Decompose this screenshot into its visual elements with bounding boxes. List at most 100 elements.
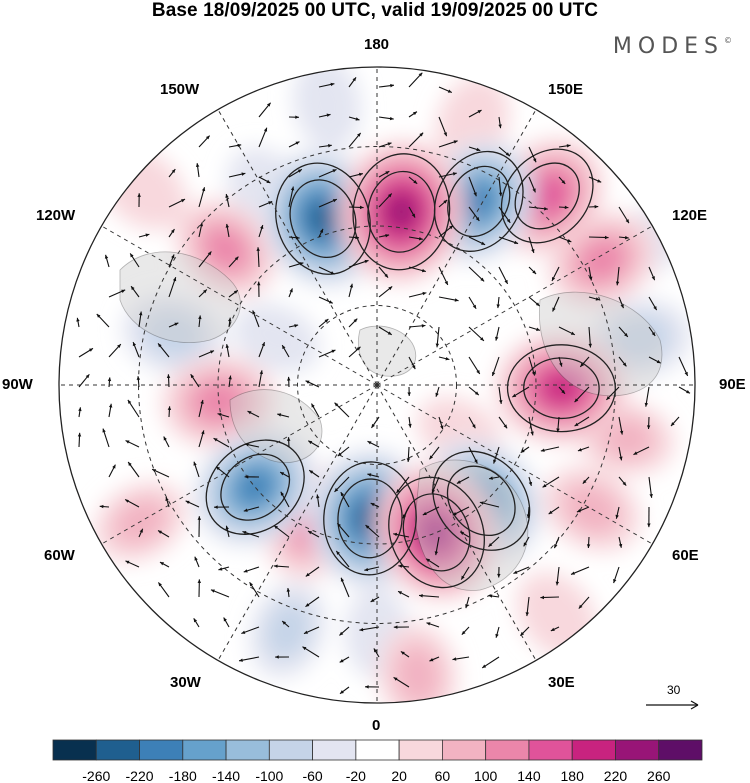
land-shape [229,389,323,463]
wind-vector-head [548,510,553,515]
wind-vector-head [588,343,592,348]
brand-mark: © [724,36,732,45]
colorbar-tick-label: -220 [126,768,154,783]
wind-vector-head [290,186,295,191]
wind-vector-head [243,508,248,512]
wind-vector-head [282,621,287,625]
wind-vector-head [355,235,359,240]
wind-vector-head [85,374,90,379]
land-shape [119,251,241,343]
colorbar-tick-label: -180 [169,768,197,783]
lon-label-60e: 60E [672,547,699,564]
wind-vector-head [207,251,212,256]
wind-vector-head [570,331,575,335]
wind-vector-head [461,630,466,635]
wind-vector-head [389,116,394,121]
wind-vector-head [419,132,424,137]
wind-vector-head [137,193,141,197]
wind-vector-head [622,481,627,486]
wind-vector-head [532,158,537,163]
latitude-circle [297,305,457,465]
wind-vector-head [332,199,337,203]
wind-vector-head [257,281,261,286]
wind-vector-head [108,403,113,408]
colorbar-bin [225,739,270,761]
wind-vector-head [384,273,389,278]
contour-line [402,493,471,572]
wind-vector-head [223,617,227,622]
wind-vector-head [228,375,232,380]
wind-vector-head [472,304,477,309]
wind-vector-head [326,113,331,117]
wind-vector-head [294,324,299,328]
wind-vector-head [364,567,369,572]
wind-vector-head [289,288,293,293]
wind-vector-head [295,235,300,240]
wind-vector-head [595,297,600,301]
lon-label-120e: 120E [672,207,708,224]
wind-vector-head [365,685,369,689]
wind-vector-head [656,359,661,364]
wind-vector-head [574,398,579,403]
wind-vector-head [559,362,563,367]
wind-vector-head [225,525,229,530]
wind-vector-head [99,504,104,509]
wind-vector-head [544,206,548,211]
colorbar-tick-label: 20 [391,768,407,783]
wind-vector-head [216,466,220,471]
wind-vector-head [520,449,525,453]
wind-vector-head [185,500,190,504]
wind-vector-head [194,556,198,561]
meridian [101,225,378,386]
colorbar-bin [528,739,573,761]
wind-vector-head [190,374,195,379]
wind-vector-head [422,291,427,296]
wind-vector-head [158,530,162,534]
wind-vector-head [309,470,314,474]
wind-vector-head [400,651,405,655]
wind-vector-head [564,205,569,210]
wind-vector-head [193,461,197,466]
wind-vector-head [475,217,480,221]
wind-vector-head [138,311,143,316]
wind-vector-head [339,690,344,694]
colorbar-tick-label: 260 [647,768,671,783]
wind-vector-head [274,525,279,530]
wind-vector-head [474,391,479,396]
wind-vector-head [249,582,254,587]
meridian [217,109,378,386]
wind-vector-head [203,289,207,294]
latitude-circle [217,225,537,545]
wind-vector-head [331,349,336,353]
wind-vector-head [512,393,517,398]
wind-vector-head [210,350,215,354]
wind-vector-head [618,543,623,548]
meridian [376,225,653,386]
wind-vector-head [225,344,230,349]
wind-vector-head [393,677,398,681]
wind-vector-head [644,402,649,407]
wind-vector-head [139,528,143,533]
wind-vector-head [247,411,252,415]
wind-vector-head [422,511,427,516]
colorbar-bin [441,739,487,761]
wind-vector-head [268,201,273,205]
anomaly-cell [238,471,272,504]
lon-label-90w: 90W [2,376,33,393]
brand-name: MODES [612,34,724,59]
wind-vector-head [472,424,476,429]
lon-label-0: 0 [372,717,381,734]
wind-vector-head [364,259,369,264]
wind-vector-head [127,399,132,404]
wind-vector-head [580,362,584,367]
wind-vector-head [619,430,624,435]
wind-vector-head [158,343,162,348]
wind-vector-head [340,577,345,582]
wind-vector-head [328,144,332,148]
wind-vector-head [576,509,581,513]
wind-vector-head [217,412,222,417]
wind-vector-head [452,511,457,516]
colorbar-tick-label: -260 [82,768,110,783]
wind-vector-head [531,248,535,253]
